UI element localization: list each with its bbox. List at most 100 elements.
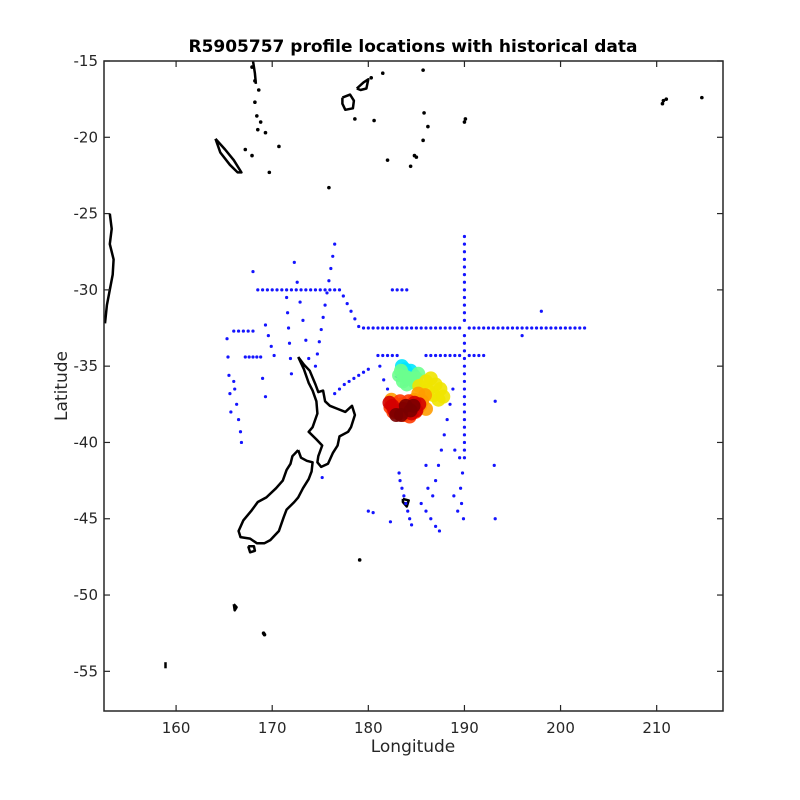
historical-point	[482, 326, 486, 330]
island-point	[661, 98, 666, 103]
historical-point	[501, 326, 505, 330]
historical-point	[492, 463, 496, 467]
island-point	[243, 147, 248, 152]
historical-point	[462, 341, 467, 345]
historical-point	[451, 387, 455, 391]
historical-point	[287, 341, 292, 345]
historical-point	[404, 501, 408, 506]
historical-point	[578, 326, 582, 330]
historical-point	[385, 326, 390, 330]
historical-point	[539, 309, 543, 313]
historical-point	[313, 288, 318, 292]
historical-point	[388, 520, 393, 524]
historical-point	[341, 294, 345, 298]
historical-point	[292, 260, 296, 265]
historical-point	[285, 295, 289, 300]
profile-point	[389, 407, 404, 422]
historical-point	[448, 353, 452, 358]
historical-point	[390, 326, 394, 330]
historical-point	[436, 463, 441, 467]
historical-point	[345, 302, 349, 306]
x-tick-label: 210	[642, 719, 671, 737]
island-point	[267, 170, 272, 175]
historical-point	[460, 471, 465, 475]
historical-point	[461, 517, 466, 521]
historical-point	[437, 529, 442, 533]
island-point	[408, 164, 413, 169]
historical-point	[462, 280, 467, 284]
historical-point	[251, 269, 255, 274]
historical-point	[462, 334, 467, 338]
historical-point	[318, 288, 322, 292]
historical-point	[255, 355, 259, 359]
historical-point	[510, 326, 515, 330]
historical-point	[304, 338, 308, 342]
historical-point	[477, 353, 481, 358]
historical-point	[534, 326, 539, 330]
island-point	[660, 101, 665, 106]
historical-point	[235, 402, 239, 406]
historical-point	[458, 456, 462, 460]
historical-point	[294, 288, 298, 292]
historical-point	[456, 509, 460, 513]
historical-point	[462, 456, 467, 460]
profile-point	[406, 398, 421, 413]
historical-point	[462, 273, 467, 277]
historical-point	[232, 379, 236, 384]
island-point	[253, 100, 257, 104]
historical-point	[266, 334, 270, 338]
historical-point	[309, 288, 313, 292]
island-point	[255, 114, 259, 118]
historical-point	[491, 326, 495, 330]
historical-point	[376, 326, 380, 330]
historical-point	[452, 494, 456, 498]
historical-point	[333, 392, 337, 396]
historical-point	[520, 334, 524, 338]
chart-title: R5905757 profile locations with historic…	[188, 37, 637, 57]
historical-point	[357, 373, 361, 377]
historical-point	[462, 356, 467, 361]
historical-point	[429, 517, 433, 521]
historical-point	[419, 501, 423, 506]
historical-point	[573, 326, 577, 330]
island-point	[250, 153, 254, 158]
historical-point	[515, 326, 519, 330]
coastline	[237, 449, 314, 545]
historical-point	[462, 433, 467, 437]
island-point	[380, 71, 385, 76]
profile-point	[436, 389, 451, 404]
island-point	[462, 120, 467, 124]
historical-point	[353, 317, 357, 321]
historical-point	[329, 266, 333, 271]
historical-point	[429, 326, 433, 330]
historical-point	[259, 355, 263, 359]
historical-point	[462, 311, 467, 315]
historical-point	[462, 257, 467, 261]
historical-point	[424, 509, 428, 513]
historical-point	[395, 353, 399, 358]
historical-point	[496, 326, 500, 330]
historical-point	[448, 402, 452, 406]
y-tick-label: -35	[74, 357, 99, 375]
historical-point	[260, 288, 265, 292]
historical-point	[429, 353, 433, 358]
historical-point	[462, 448, 467, 452]
historical-point	[438, 353, 443, 358]
historical-point	[462, 387, 467, 391]
historical-point	[265, 288, 270, 292]
x-tick-label: 180	[354, 719, 383, 737]
historical-point	[337, 288, 342, 292]
historical-point	[434, 524, 438, 528]
historical-point	[328, 288, 332, 292]
historical-point	[243, 355, 247, 359]
historical-point	[347, 379, 351, 384]
historical-point	[472, 353, 476, 358]
island-point	[463, 117, 468, 121]
historical-point	[486, 326, 491, 330]
island-point	[421, 138, 425, 143]
historical-point	[400, 288, 404, 292]
historical-point	[236, 329, 241, 333]
historical-point	[395, 288, 399, 292]
historical-point	[520, 326, 524, 330]
